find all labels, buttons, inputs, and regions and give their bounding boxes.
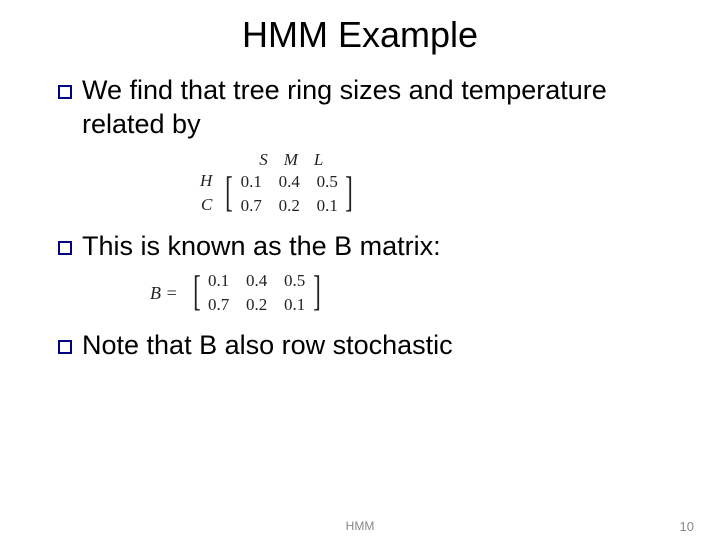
slide: HMM Example We find that tree ring sizes… (0, 0, 720, 540)
matrix-cell: 0.1 (238, 172, 264, 192)
matrix-body: 0.1 0.4 0.5 0.7 0.2 0.1 (204, 271, 310, 315)
matrix-body: 0.1 0.4 0.5 0.7 0.2 0.1 (236, 172, 342, 216)
matrix-lhs: B = (150, 283, 178, 304)
bullet-item: This is known as the B matrix: (40, 230, 680, 264)
bullet-item: Note that B also row stochastic (40, 329, 680, 363)
col-label: M (284, 150, 298, 170)
matrix-cell: 0.1 (282, 295, 308, 315)
right-bracket-icon: ] (313, 271, 321, 315)
left-bracket-icon: [ (225, 172, 233, 216)
matrix-cell: 0.1 (314, 196, 340, 216)
bullet-square-icon (58, 85, 72, 99)
matrix-row: 0.1 0.4 0.5 (238, 172, 340, 192)
slide-title: HMM Example (40, 14, 680, 56)
row-label: C (200, 195, 212, 215)
matrix-row-labels: H C (200, 171, 212, 215)
matrix-cell: 0.7 (206, 295, 232, 315)
matrix-bracket-wrap: [ 0.1 0.4 0.5 0.7 0.2 0.1 ] (190, 271, 324, 315)
matrix-observation: H C S M L [ 0.1 0.4 0.5 (40, 150, 680, 216)
col-label: L (314, 150, 323, 170)
matrix-cell: 0.1 (206, 271, 232, 291)
right-bracket-icon: ] (345, 172, 353, 216)
bullet-text: This is known as the B matrix: (82, 230, 441, 264)
matrix-cell: 0.4 (276, 172, 302, 192)
matrix-b: B = [ 0.1 0.4 0.5 0.7 0.2 0.1 ] (40, 271, 680, 315)
matrix-cell: 0.5 (282, 271, 308, 291)
col-label: S (259, 150, 268, 170)
bullet-text: Note that B also row stochastic (82, 329, 453, 363)
matrix-col-labels: S M L (255, 150, 323, 170)
matrix-cell: 0.2 (244, 295, 270, 315)
footer-page-number: 10 (680, 519, 694, 534)
left-bracket-icon: [ (193, 271, 201, 315)
bullet-text: We find that tree ring sizes and tempera… (82, 74, 680, 142)
bullet-item: We find that tree ring sizes and tempera… (40, 74, 680, 142)
footer-label: HMM (346, 519, 375, 533)
matrix-row: 0.7 0.2 0.1 (206, 295, 308, 315)
bullet-square-icon (58, 340, 72, 354)
matrix-bracket-wrap: [ 0.1 0.4 0.5 0.7 0.2 0.1 ] (222, 172, 356, 216)
row-label: H (200, 171, 212, 191)
matrix-cell: 0.2 (276, 196, 302, 216)
matrix-cell: 0.5 (314, 172, 340, 192)
bullet-square-icon (58, 241, 72, 255)
matrix-cell: 0.7 (238, 196, 264, 216)
matrix-row: 0.1 0.4 0.5 (206, 271, 308, 291)
matrix-row: 0.7 0.2 0.1 (238, 196, 340, 216)
matrix-cell: 0.4 (244, 271, 270, 291)
